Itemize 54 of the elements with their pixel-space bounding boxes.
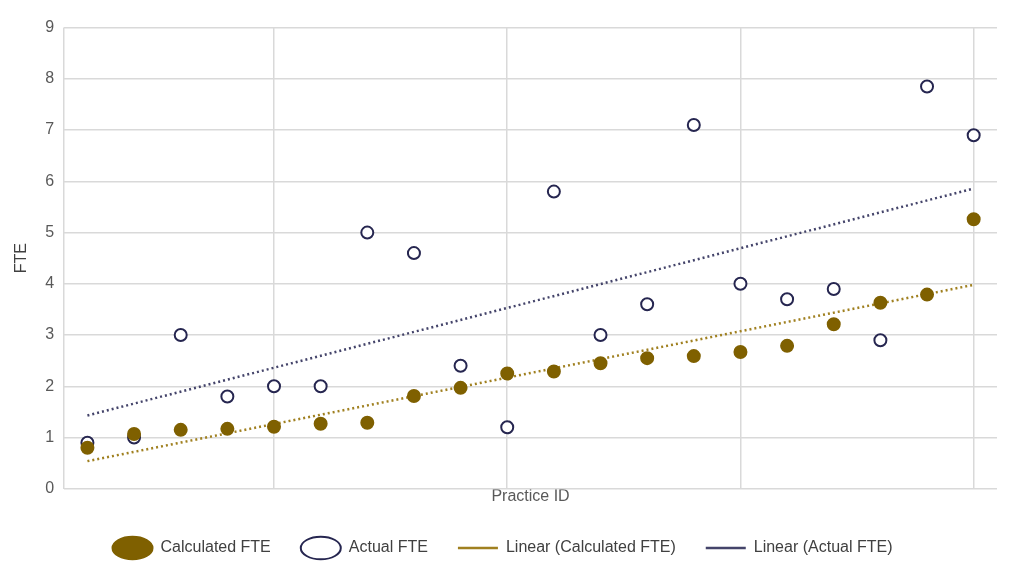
point — [173, 422, 188, 437]
point — [780, 338, 795, 353]
point — [686, 349, 701, 364]
point — [267, 379, 281, 394]
point — [267, 419, 281, 434]
point — [127, 426, 142, 441]
point — [920, 79, 935, 94]
point — [593, 356, 608, 371]
point — [313, 416, 328, 431]
point — [686, 117, 701, 132]
point — [546, 364, 561, 379]
point — [826, 317, 841, 332]
point — [733, 344, 748, 359]
legend-label: Calculated FTE — [160, 538, 271, 556]
point — [593, 328, 608, 343]
y-tick-label: 3 — [45, 325, 55, 343]
y-tick-label: 7 — [45, 120, 55, 138]
y-tick-label: 5 — [45, 222, 55, 240]
point — [640, 351, 655, 366]
y-tick-label: 8 — [45, 69, 55, 87]
point — [826, 281, 841, 296]
point — [360, 415, 375, 430]
y-tick-label: 2 — [45, 376, 55, 394]
legend-label: Linear (Calculated FTE) — [505, 538, 676, 556]
point — [406, 246, 421, 261]
y-tick-label: 9 — [45, 18, 55, 36]
point — [313, 379, 328, 394]
point — [966, 128, 981, 143]
point — [873, 295, 888, 310]
x-axis-title: Practice ID — [491, 486, 570, 504]
point — [500, 366, 515, 381]
y-tick-label: 1 — [45, 427, 55, 445]
point — [173, 328, 188, 343]
point — [920, 287, 935, 302]
point — [500, 420, 515, 435]
point — [80, 440, 95, 455]
point — [546, 184, 561, 199]
point — [733, 276, 748, 291]
point — [966, 212, 981, 227]
y-tick-label: 4 — [45, 274, 55, 292]
point — [780, 292, 795, 307]
legend-label: Actual FTE — [348, 538, 428, 556]
point — [360, 225, 375, 240]
point — [873, 333, 888, 348]
legend-label: Linear (Actual FTE) — [753, 538, 893, 556]
y-tick-label: 0 — [45, 479, 55, 497]
y-axis-title: FTE — [12, 243, 30, 274]
point — [220, 421, 235, 436]
y-tick-label: 6 — [45, 171, 55, 189]
point — [453, 380, 468, 395]
point — [640, 297, 655, 312]
point — [453, 358, 468, 373]
point — [406, 389, 421, 404]
point — [220, 389, 235, 404]
